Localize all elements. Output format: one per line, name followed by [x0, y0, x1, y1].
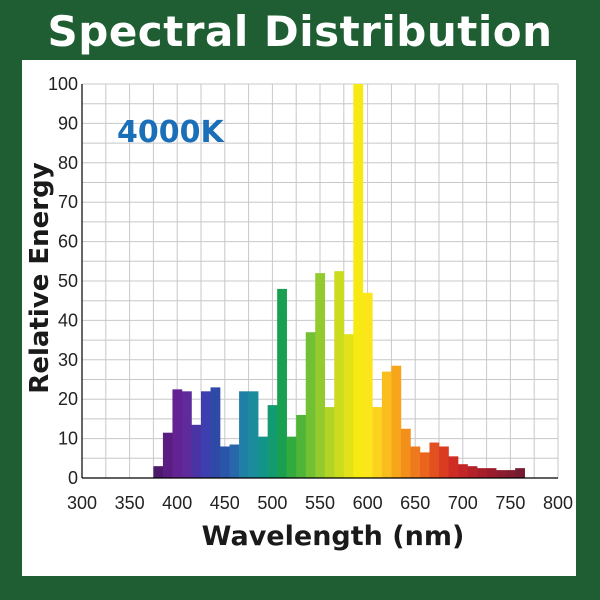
x-axis-label: Wavelength (nm): [202, 521, 465, 552]
spectrum-bar: [220, 446, 230, 478]
spectrum-bar: [400, 428, 411, 478]
spectrum-bar: [277, 288, 287, 478]
spectrum-bar: [496, 470, 506, 478]
spectrum-bar: [372, 407, 383, 478]
x-tick-label: 500: [257, 493, 287, 513]
y-tick-label: 70: [58, 192, 78, 212]
spectrum-bar: [505, 470, 516, 478]
x-tick-label: 750: [495, 493, 525, 513]
y-tick-label: 20: [58, 389, 78, 409]
spectrum-bar: [467, 466, 478, 478]
spectrum-bar: [458, 464, 468, 478]
spectrum-bar: [391, 365, 402, 478]
spectrum-bar: [258, 436, 268, 478]
y-tick-label: 80: [58, 153, 78, 173]
spectrum-bar: [439, 446, 449, 478]
x-tick-label: 700: [448, 493, 478, 513]
spectrum-bar: [477, 468, 487, 478]
spectrum-bar: [343, 334, 354, 478]
x-tick-label: 400: [162, 493, 192, 513]
y-tick-label: 50: [58, 271, 78, 291]
spectrum-bar: [353, 84, 364, 478]
spectrum-bar: [324, 407, 335, 478]
spectrum-bar: [315, 273, 326, 478]
x-tick-label: 800: [543, 493, 573, 513]
spectrum-bar: [239, 391, 249, 478]
y-axis-label: Relative Energy: [25, 162, 55, 393]
spectrum-bar: [248, 391, 259, 478]
y-tick-label: 30: [58, 350, 78, 370]
y-tick-label: 60: [58, 232, 78, 252]
x-tick-label: 350: [115, 493, 145, 513]
x-tick-label: 600: [353, 493, 383, 513]
spectrum-bar: [410, 446, 421, 478]
x-tick-label: 550: [305, 493, 335, 513]
spectrum-bar: [229, 444, 240, 478]
spectrum-bar: [201, 391, 211, 478]
bars: [153, 84, 525, 478]
spectrum-bar: [191, 424, 202, 478]
spectrum-bar: [419, 452, 430, 478]
spectrum-bar: [210, 387, 221, 478]
y-tick-label: 90: [58, 113, 78, 133]
y-tick-label: 40: [58, 310, 78, 330]
color-temperature-label: 4000K: [117, 115, 225, 150]
y-tick-label: 100: [48, 74, 78, 94]
spectrum-bar: [181, 391, 192, 478]
spectrum-bar: [296, 414, 307, 478]
axes: [81, 84, 558, 479]
y-tick-label: 10: [58, 429, 78, 449]
spectrum-bar: [448, 456, 459, 478]
spectrum-bar: [515, 468, 525, 478]
spectrum-bar: [381, 371, 392, 478]
spectrum-bar: [286, 436, 297, 478]
spectrum-bar: [486, 468, 497, 478]
y-tick-labels: 0 10 20 30 40 50 60 70 80 90 100: [48, 74, 78, 488]
chart-panel: 300 350 400 450 500 550 600 650 700 750 800 0 10 20 3…: [22, 60, 576, 576]
spectrum-bar: [172, 389, 183, 478]
y-tick-label: 0: [68, 468, 78, 488]
spectrum-bar: [267, 405, 278, 478]
x-tick-label: 300: [67, 493, 97, 513]
spectrum-bar: [429, 442, 440, 478]
spectrum-bar: [362, 292, 373, 478]
x-tick-label: 450: [210, 493, 240, 513]
spectrum-bar: [153, 466, 164, 478]
chart-title: Spectral Distribution: [47, 7, 553, 56]
spectrum-bar: [162, 432, 173, 478]
spectrum-bar: [305, 332, 316, 478]
x-tick-label: 650: [400, 493, 430, 513]
spectral-chart: 300 350 400 450 500 550 600 650 700 750 800 0 10 20 3…: [25, 74, 573, 552]
x-tick-labels: 300 350 400 450 500 550 600 650 700 750 800: [67, 493, 573, 513]
spectrum-bar: [334, 271, 345, 478]
